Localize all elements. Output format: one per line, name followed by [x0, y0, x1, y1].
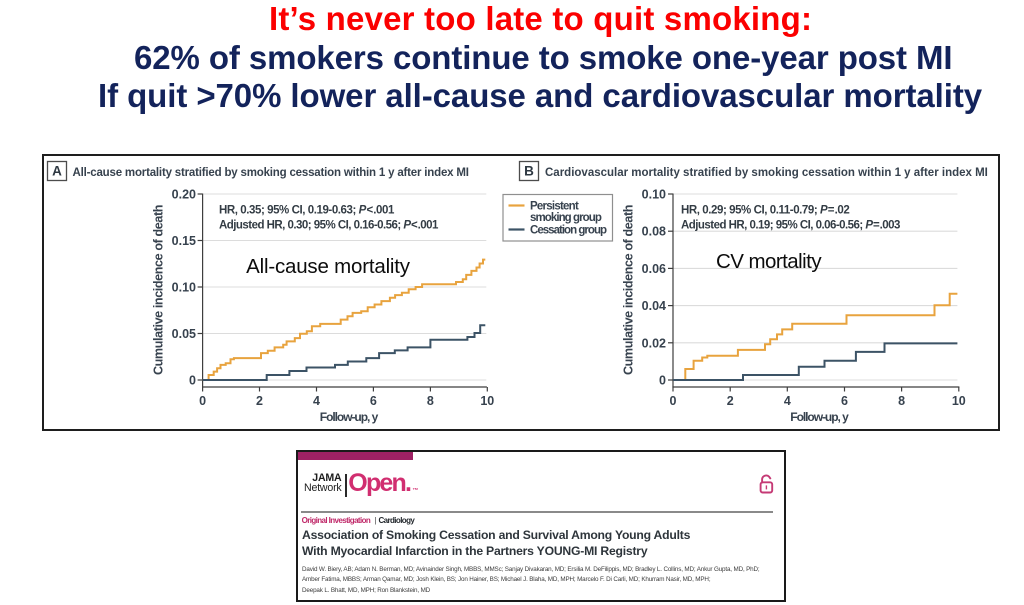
svg-text:0.06: 0.06 [642, 262, 666, 276]
svg-text:0.15: 0.15 [172, 234, 196, 248]
svg-text:Follow-up, y: Follow-up, y [320, 410, 379, 424]
svg-text:0: 0 [670, 394, 677, 408]
svg-text:4: 4 [784, 394, 791, 408]
svg-text:Cardiovascular mortality strat: Cardiovascular mortality stratified by s… [545, 167, 988, 179]
svg-text:0.02: 0.02 [642, 336, 666, 350]
svg-text:smoking group: smoking group [530, 212, 602, 224]
svg-text:0: 0 [199, 394, 206, 408]
svg-text:A: A [52, 164, 62, 179]
svg-text:0.20: 0.20 [172, 188, 196, 202]
svg-text:0: 0 [189, 374, 196, 388]
svg-text:8: 8 [427, 394, 434, 408]
svg-text:Adjusted HR, 0.30; 95% CI, 0.1: Adjusted HR, 0.30; 95% CI, 0.16-0.56; P … [219, 220, 439, 232]
svg-text:2: 2 [727, 394, 734, 408]
svg-text:0.08: 0.08 [642, 225, 666, 239]
svg-text:CV mortality: CV mortality [716, 250, 822, 273]
svg-text:2: 2 [256, 394, 263, 408]
svg-text:Cumulative incidence of death: Cumulative incidence of death [622, 205, 636, 375]
svg-text:0.10: 0.10 [172, 281, 196, 295]
svg-text:0.04: 0.04 [642, 299, 666, 313]
svg-text:4: 4 [313, 394, 320, 408]
svg-text:10: 10 [952, 394, 966, 408]
svg-text:HR, 0.29; 95% CI, 0.11-0.79; P: HR, 0.29; 95% CI, 0.11-0.79; P = .02 [681, 205, 849, 217]
svg-text:Persistent: Persistent [530, 201, 579, 213]
svg-text:10: 10 [480, 394, 494, 408]
svg-text:Cessation group: Cessation group [530, 225, 607, 237]
svg-text:0: 0 [659, 374, 666, 388]
svg-text:All-cause mortality stratified: All-cause mortality stratified by smokin… [73, 167, 469, 179]
svg-text:Follow-up, y: Follow-up, y [790, 410, 849, 424]
svg-text:B: B [524, 164, 534, 179]
svg-text:Cumulative incidence of death: Cumulative incidence of death [152, 205, 166, 375]
svg-text:0.10: 0.10 [642, 188, 666, 202]
svg-text:6: 6 [841, 394, 848, 408]
svg-text:8: 8 [898, 394, 905, 408]
svg-text:Adjusted HR, 0.19; 95% CI, 0.0: Adjusted HR, 0.19; 95% CI, 0.06-0.56; P … [681, 220, 900, 232]
svg-text:0.05: 0.05 [172, 327, 196, 341]
svg-text:All-cause mortality: All-cause mortality [246, 255, 411, 278]
svg-text:HR, 0.35; 95% CI, 0.19-0.63; P: HR, 0.35; 95% CI, 0.19-0.63; P < .001 [219, 205, 395, 217]
svg-text:6: 6 [370, 394, 377, 408]
